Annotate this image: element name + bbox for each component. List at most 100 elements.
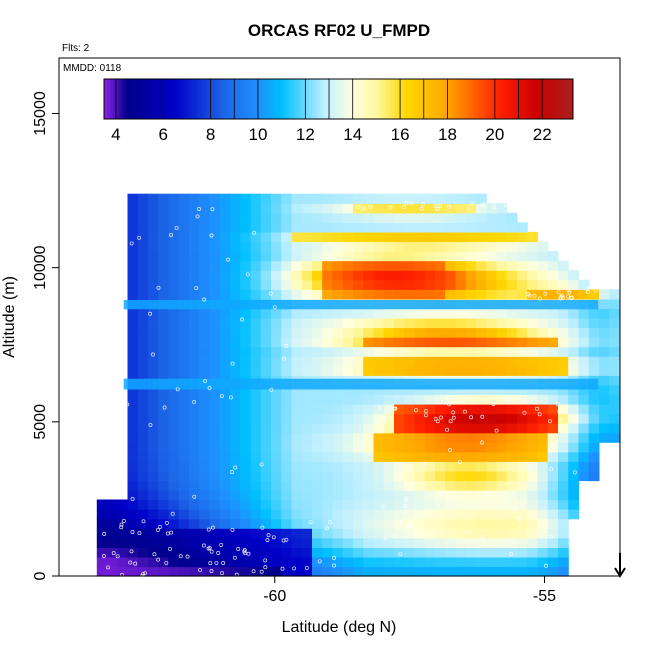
field-cell	[322, 241, 333, 252]
field-cell	[373, 222, 385, 233]
field-cell	[476, 289, 487, 300]
field-cell	[332, 394, 344, 405]
track-point	[207, 385, 212, 390]
field-cell	[527, 566, 538, 577]
field-cell	[424, 461, 436, 472]
field-cell	[588, 432, 600, 443]
field-cell	[148, 337, 159, 348]
field-cell	[148, 556, 159, 568]
field-cell	[209, 222, 221, 233]
field-cell	[230, 537, 241, 548]
field-cell	[230, 241, 241, 252]
field-cell	[301, 470, 313, 482]
field-cell	[506, 442, 518, 453]
field-cell	[312, 279, 323, 290]
field-cell	[332, 518, 344, 529]
field-cell	[568, 499, 579, 510]
field-cell	[219, 241, 231, 252]
field-cell	[547, 442, 559, 453]
colorbar-tick-label: 14	[343, 125, 362, 144]
field-cell	[107, 499, 118, 510]
field-cell	[301, 509, 313, 520]
field-cell	[230, 212, 241, 223]
field-cell	[271, 317, 282, 329]
field-cell	[301, 432, 313, 443]
field-cell	[332, 384, 344, 395]
field-cell	[127, 270, 139, 281]
field-cell	[281, 499, 292, 510]
field-cell	[496, 556, 508, 568]
track-point	[487, 491, 492, 496]
field-cell	[496, 231, 508, 243]
field-cell	[506, 490, 518, 501]
field-cell	[404, 461, 415, 472]
field-cell	[435, 193, 446, 204]
field-cell	[517, 289, 528, 300]
field-cell	[117, 537, 129, 548]
field-cell	[271, 394, 282, 405]
field-cell	[414, 423, 426, 434]
field-cell	[455, 528, 467, 539]
field-cell	[394, 337, 405, 348]
field-cell	[199, 480, 210, 491]
field-cell	[414, 480, 426, 491]
field-cell	[353, 518, 364, 529]
field-cell	[486, 308, 497, 319]
field-cell	[342, 432, 354, 443]
field-cell	[127, 203, 139, 214]
field-cell	[588, 327, 600, 338]
field-cell	[496, 470, 508, 482]
field-cell	[127, 451, 139, 462]
field-cell	[517, 547, 528, 558]
field-cell	[312, 547, 323, 558]
field-cell	[260, 356, 272, 367]
field-cell	[271, 451, 282, 462]
field-cell	[250, 203, 262, 214]
field-cell	[476, 231, 487, 243]
field-cell	[219, 556, 231, 568]
field-cell	[158, 337, 170, 348]
field-cell	[435, 365, 446, 376]
field-cell	[230, 509, 241, 520]
field-cell	[435, 566, 446, 577]
track-point	[469, 415, 474, 420]
field-cell	[209, 442, 221, 453]
field-cell	[527, 251, 538, 262]
field-cell	[547, 365, 559, 376]
colorbar-segment	[505, 79, 510, 119]
field-cell	[127, 356, 139, 367]
field-cell	[312, 423, 323, 434]
field-cell	[312, 470, 323, 482]
field-cell	[178, 451, 190, 462]
colorbar-segment	[452, 79, 457, 119]
field-cell	[332, 499, 344, 510]
field-cell	[373, 451, 385, 462]
field-cell	[342, 423, 354, 434]
field-cell	[158, 509, 170, 520]
field-cell	[445, 356, 456, 367]
field-cell	[476, 451, 487, 462]
track-point	[532, 293, 537, 298]
field-cell	[240, 537, 251, 548]
field-cell	[209, 260, 221, 271]
field-cell	[404, 432, 415, 443]
field-cell	[271, 518, 282, 529]
field-cell	[322, 451, 333, 462]
field-cell	[271, 327, 282, 338]
colorbar-segment	[408, 79, 413, 119]
field-cell	[158, 289, 170, 300]
field-cell	[332, 356, 344, 367]
field-cell	[537, 423, 549, 434]
field-cell	[404, 270, 415, 281]
track-point	[424, 461, 429, 466]
field-cell	[250, 346, 262, 357]
field-cell	[506, 231, 518, 243]
track-point	[268, 291, 273, 296]
field-cell	[199, 509, 210, 520]
field-cell	[465, 212, 477, 223]
field-cell	[435, 461, 446, 472]
field-cell	[322, 518, 333, 529]
field-cell	[137, 547, 149, 558]
colorbar-segment	[165, 79, 169, 119]
field-cell	[127, 461, 139, 472]
